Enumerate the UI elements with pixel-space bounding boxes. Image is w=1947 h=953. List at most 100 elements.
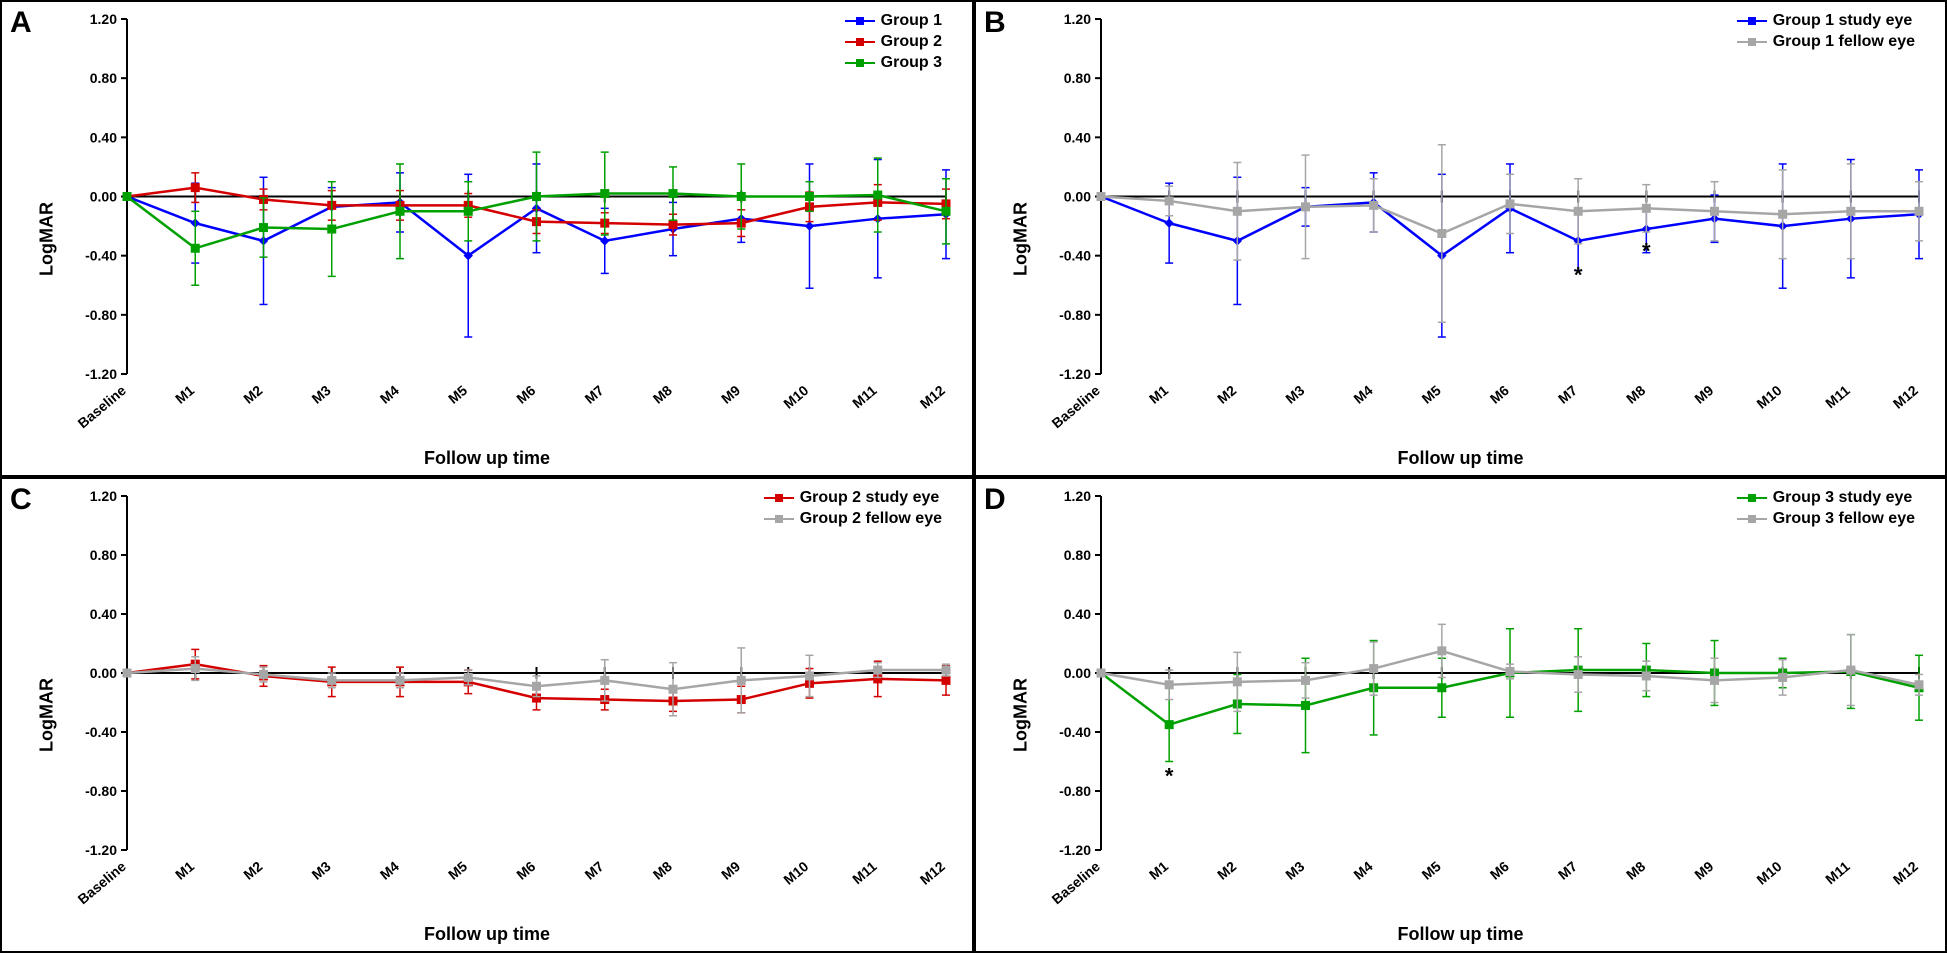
data-marker bbox=[1438, 684, 1446, 692]
x-tick-label: M4 bbox=[1350, 858, 1375, 883]
data-marker bbox=[1915, 207, 1923, 215]
y-tick-label: 0.00 bbox=[90, 665, 117, 681]
legend-swatch bbox=[845, 62, 875, 64]
data-marker bbox=[942, 207, 950, 215]
data-marker bbox=[396, 207, 404, 215]
significance-marker: * bbox=[1165, 764, 1174, 789]
x-tick-label: M3 bbox=[1282, 858, 1307, 883]
panel-label-C: C bbox=[10, 483, 32, 517]
x-tick-label: M4 bbox=[1350, 382, 1375, 407]
y-tick-label: 0.80 bbox=[1064, 547, 1091, 563]
y-tick-label: -0.40 bbox=[85, 248, 117, 264]
x-tick-label: M2 bbox=[1214, 382, 1239, 407]
legend-entry: Group 1 study eye bbox=[1737, 12, 1915, 30]
data-marker bbox=[1165, 197, 1173, 205]
data-marker bbox=[669, 221, 677, 229]
y-tick-label: 0.40 bbox=[90, 606, 117, 622]
x-tick-label: M12 bbox=[917, 858, 948, 888]
legend-entry: Group 1 bbox=[845, 12, 942, 30]
x-tick-label: M10 bbox=[780, 382, 811, 412]
x-tick-label: M3 bbox=[308, 382, 333, 407]
data-marker bbox=[1779, 673, 1787, 681]
data-marker bbox=[464, 673, 472, 681]
data-marker bbox=[328, 225, 336, 233]
legend-swatch bbox=[1737, 41, 1767, 43]
x-tick-label: M12 bbox=[917, 382, 948, 412]
x-tick-label: M7 bbox=[1555, 858, 1580, 883]
y-tick-label: -0.80 bbox=[85, 307, 117, 323]
legend-label: Group 2 fellow eye bbox=[800, 510, 942, 528]
y-tick-label: -0.40 bbox=[1059, 248, 1091, 264]
legend-entry: Group 2 bbox=[845, 33, 942, 51]
data-marker bbox=[328, 676, 336, 684]
data-marker bbox=[260, 670, 268, 678]
legend-label: Group 1 fellow eye bbox=[1773, 33, 1915, 51]
y-tick-label: 0.80 bbox=[90, 70, 117, 86]
data-marker bbox=[806, 672, 814, 680]
data-marker bbox=[1302, 701, 1310, 709]
legend-entry: Group 3 fellow eye bbox=[1737, 510, 1915, 528]
x-tick-label: M10 bbox=[780, 858, 811, 888]
data-marker bbox=[123, 669, 131, 677]
y-tick-label: 0.00 bbox=[90, 189, 117, 205]
data-marker bbox=[1847, 207, 1855, 215]
legend-label: Group 1 study eye bbox=[1773, 12, 1913, 30]
data-marker bbox=[1370, 665, 1378, 673]
x-tick-label: Baseline bbox=[75, 858, 130, 907]
data-marker bbox=[396, 676, 404, 684]
data-marker bbox=[1711, 207, 1719, 215]
chart-svg: -1.20-0.80-0.400.000.400.801.20BaselineM… bbox=[1071, 491, 1929, 935]
data-marker bbox=[464, 207, 472, 215]
x-tick-label: M1 bbox=[172, 858, 197, 883]
y-tick-label: -0.80 bbox=[1059, 307, 1091, 323]
data-marker bbox=[191, 184, 199, 192]
data-marker bbox=[1711, 676, 1719, 684]
y-tick-label: -1.20 bbox=[85, 366, 117, 382]
legend-swatch bbox=[845, 20, 875, 22]
data-marker bbox=[123, 193, 131, 201]
x-tick-label: M11 bbox=[1822, 382, 1853, 411]
y-tick-label: 0.00 bbox=[1064, 665, 1091, 681]
legend-swatch bbox=[845, 41, 875, 43]
data-marker bbox=[1915, 681, 1923, 689]
data-marker bbox=[669, 685, 677, 693]
data-marker bbox=[1233, 678, 1241, 686]
y-tick-label: -1.20 bbox=[1059, 842, 1091, 858]
legend-swatch bbox=[1737, 20, 1767, 22]
panel-label-D: D bbox=[984, 483, 1006, 517]
x-tick-label: M10 bbox=[1753, 382, 1784, 412]
chart-svg: -1.20-0.80-0.400.000.400.801.20BaselineM… bbox=[1071, 14, 1929, 459]
y-tick-label: 0.40 bbox=[1064, 606, 1091, 622]
y-tick-label: 0.80 bbox=[90, 547, 117, 563]
panel-C: CLogMARFollow up time-1.20-0.80-0.400.00… bbox=[0, 477, 974, 953]
legend: Group 3 study eyeGroup 3 fellow eye bbox=[1737, 489, 1915, 531]
chart-svg: -1.20-0.80-0.400.000.400.801.20BaselineM… bbox=[97, 491, 956, 935]
data-marker bbox=[1506, 668, 1514, 676]
y-tick-label: -1.20 bbox=[85, 842, 117, 858]
panel-A: ALogMARFollow up time-1.20-0.80-0.400.00… bbox=[0, 0, 974, 477]
data-marker bbox=[1574, 207, 1582, 215]
x-tick-label: M12 bbox=[1890, 858, 1921, 888]
y-tick-label: 0.80 bbox=[1064, 70, 1091, 86]
data-marker bbox=[1165, 721, 1173, 729]
data-marker bbox=[1642, 672, 1650, 680]
data-marker bbox=[669, 190, 677, 198]
data-marker bbox=[533, 682, 541, 690]
x-tick-label: M9 bbox=[1691, 858, 1716, 883]
x-tick-label: M8 bbox=[1623, 382, 1648, 407]
data-marker bbox=[1642, 204, 1650, 212]
x-tick-label: M3 bbox=[308, 858, 333, 883]
x-tick-label: M6 bbox=[1487, 858, 1512, 883]
figure-container: ALogMARFollow up time-1.20-0.80-0.400.00… bbox=[0, 0, 1947, 953]
legend-entry: Group 3 bbox=[845, 54, 942, 72]
data-marker bbox=[942, 676, 950, 684]
data-marker bbox=[1097, 669, 1105, 677]
legend-label: Group 3 fellow eye bbox=[1773, 510, 1915, 528]
x-tick-label: M9 bbox=[718, 382, 743, 407]
data-marker bbox=[1302, 676, 1310, 684]
y-axis-label: LogMAR bbox=[36, 678, 57, 752]
y-tick-label: -0.80 bbox=[1059, 783, 1091, 799]
x-tick-label: M1 bbox=[1146, 858, 1171, 883]
y-tick-label: -1.20 bbox=[1059, 366, 1091, 382]
x-tick-label: M5 bbox=[1419, 858, 1444, 883]
